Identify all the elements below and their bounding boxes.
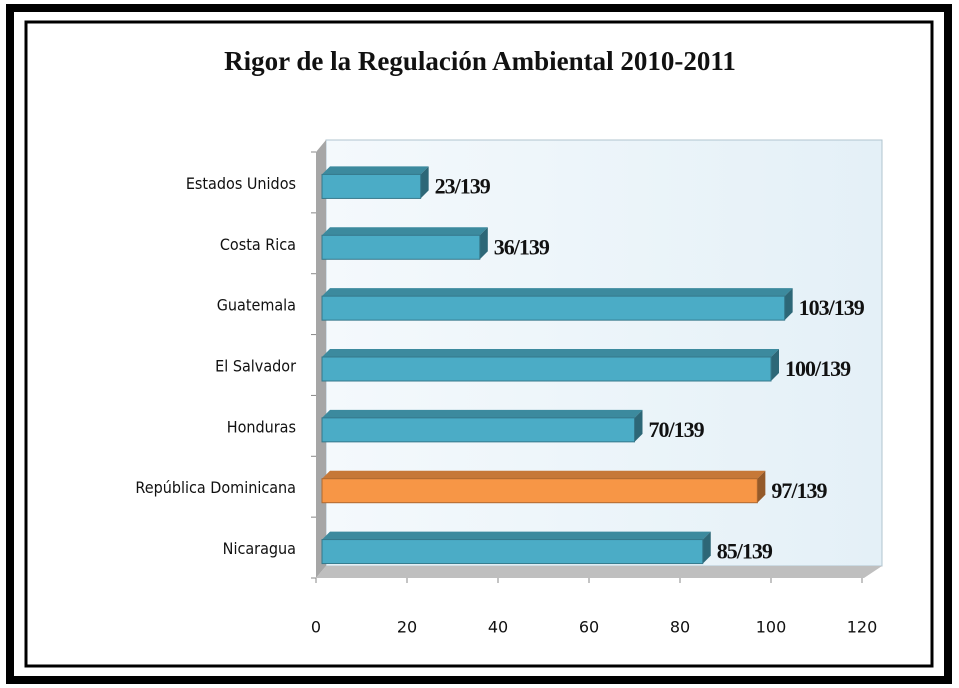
y-tick-label: Estados Unidos [186,174,296,193]
bar [321,417,635,443]
x-tick-label: 60 [579,618,599,637]
frame [6,4,952,684]
bar-side [479,227,488,260]
x-tick-label: 40 [488,618,508,637]
bar-side [702,531,711,564]
inner-frame [24,20,934,668]
bar [321,356,772,382]
bar [321,478,758,504]
value-label: 23/139 [435,173,491,198]
x-tick-label: 20 [397,618,417,637]
value-label: 36/139 [494,234,550,259]
bar-top [322,409,643,418]
bar-top [322,166,429,175]
y-tick-label: República Dominicana [135,478,296,497]
y-tick-label: Guatemala [217,296,296,315]
bar [321,173,422,199]
bar-side [757,470,766,503]
chart-title: Rigor de la Regulación Ambiental 2010-20… [224,46,736,76]
bar [321,295,786,321]
bar-top [322,288,793,297]
value-label: 85/139 [717,539,773,564]
y-tick-label: Honduras [227,417,296,436]
bar-side [420,166,429,199]
bar-top [322,227,488,236]
value-label: 97/139 [771,478,827,503]
x-tick-label: 120 [847,618,878,637]
x-tick-label: 80 [670,618,690,637]
bar-top [322,470,766,479]
bar-side [784,288,793,321]
y-tick-label: El Salvador [215,357,296,376]
x-tick-label: 100 [756,618,787,637]
x-tick-label: 0 [311,618,321,637]
y-tick-label: Costa Rica [220,235,296,254]
y-tick-label: Nicaragua [223,539,296,558]
value-label: 103/139 [799,295,865,320]
bar-top [322,349,779,357]
bar-side [771,349,779,381]
bar [321,539,704,565]
bar [321,234,481,260]
value-label: 70/139 [649,417,705,442]
bar-side [634,409,643,442]
bar-top [322,531,711,540]
value-label: 100/139 [785,356,851,381]
floor [316,566,882,578]
